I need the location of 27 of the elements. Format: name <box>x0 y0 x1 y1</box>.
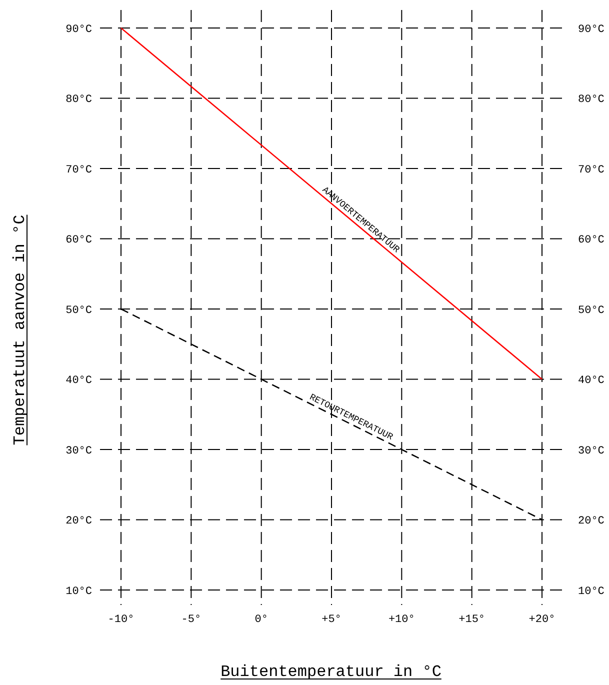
x-tick-label: -10° <box>108 614 134 626</box>
x-tick-label: +15° <box>458 614 486 626</box>
x-tick-label: +10° <box>388 614 415 626</box>
x-tick-label: -5° <box>181 614 202 626</box>
y2-tick-label: 90°C <box>578 24 605 36</box>
y-tick-label: 20°C <box>66 516 92 528</box>
y-tick-label: 60°C <box>66 234 92 247</box>
y-tick-label: 10°C <box>66 586 92 598</box>
y2-tick-label: 50°C <box>578 304 605 317</box>
y2-tick-label: 30°C <box>578 445 605 458</box>
y2-tick-label: 10°C <box>578 586 605 598</box>
x-tick-label: +20° <box>528 614 556 626</box>
x-axis-title: Buitentemperatuur in °C <box>220 663 442 681</box>
y-tick-label: 50°C <box>66 304 92 317</box>
x-tick-label: 0° <box>254 614 268 626</box>
y-tick-label: 70°C <box>66 164 92 176</box>
y-tick-label: 90°C <box>66 24 92 36</box>
y-tick-label: 80°C <box>66 94 92 106</box>
y-tick-label: 30°C <box>66 445 92 458</box>
y2-tick-label: 70°C <box>578 164 605 176</box>
x-tick-label: +5° <box>322 614 342 626</box>
y2-tick-label: 20°C <box>578 516 605 528</box>
y2-tick-label: 60°C <box>578 234 605 247</box>
y-axis-title: Temperatuut aanvoe in °C <box>11 214 29 446</box>
y-tick-label: 40°C <box>66 375 92 388</box>
y2-tick-label: 80°C <box>578 94 605 106</box>
y2-tick-label: 40°C <box>578 375 605 388</box>
